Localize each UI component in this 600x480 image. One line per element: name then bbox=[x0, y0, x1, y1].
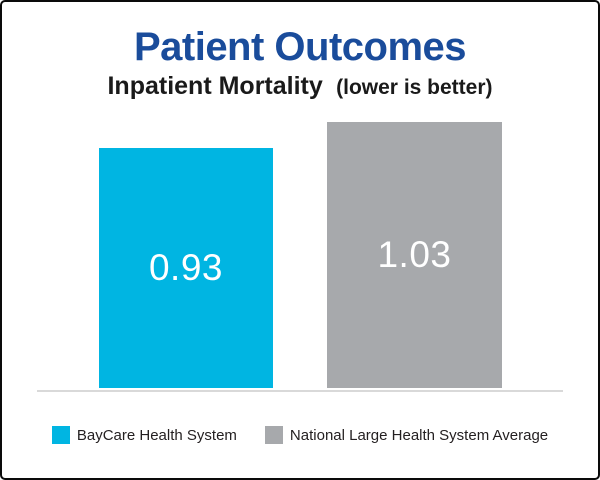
subtitle-note: (lower is better) bbox=[336, 76, 493, 99]
bar-value-baycare: 0.93 bbox=[148, 247, 223, 288]
chart-legend: BayCare Health System National Large Hea… bbox=[2, 426, 598, 444]
chart-subtitle: Inpatient Mortality (lower is better) bbox=[2, 67, 598, 99]
subtitle-main: Inpatient Mortality bbox=[107, 72, 323, 100]
legend-item-baycare: BayCare Health System bbox=[51, 426, 237, 444]
bar-baycare: 0.93 bbox=[99, 148, 273, 388]
x-axis-baseline bbox=[37, 390, 563, 392]
bar-value-national-average: 1.03 bbox=[377, 234, 452, 275]
legend-label-baycare: BayCare Health System bbox=[76, 426, 237, 444]
bar-national-average: 1.03 bbox=[327, 122, 502, 388]
legend-swatch-baycare bbox=[51, 426, 70, 444]
legend-label-national-average: National Large Health System Average bbox=[289, 426, 549, 444]
legend-swatch-national-average bbox=[264, 426, 283, 444]
legend-item-national-average: National Large Health System Average bbox=[264, 426, 549, 444]
page-title: Patient Outcomes bbox=[133, 25, 467, 69]
